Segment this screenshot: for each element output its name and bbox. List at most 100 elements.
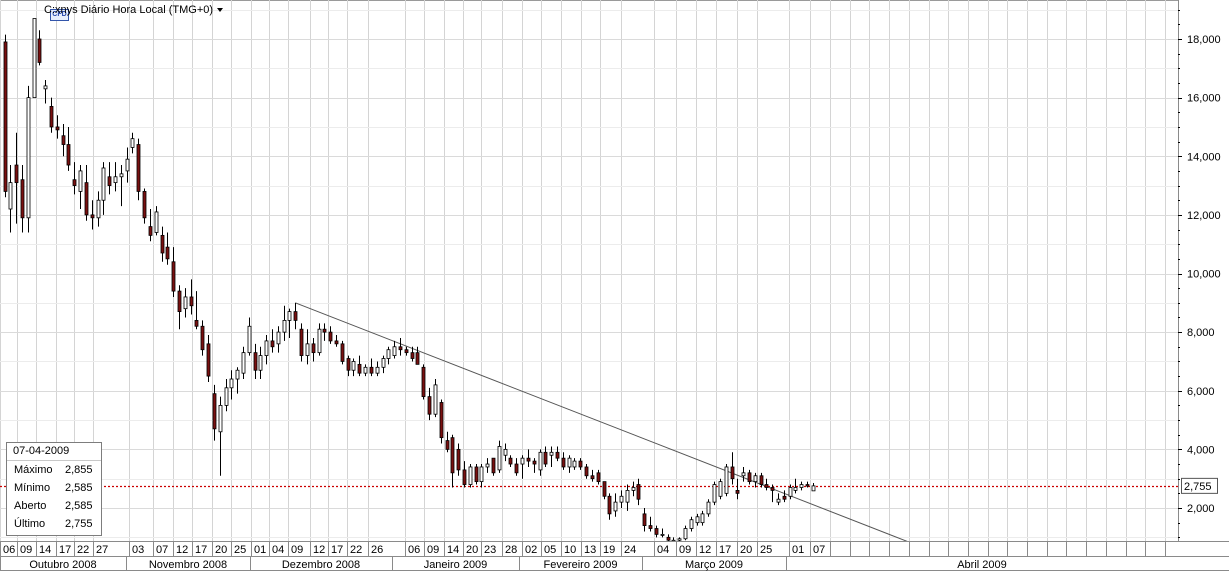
candle[interactable] <box>107 162 112 195</box>
candle[interactable] <box>538 449 543 476</box>
candle[interactable] <box>764 478 769 491</box>
candle[interactable] <box>125 147 130 183</box>
candle[interactable] <box>357 355 362 377</box>
candle[interactable] <box>32 18 37 99</box>
candle[interactable] <box>666 534 671 542</box>
candle[interactable] <box>189 279 194 315</box>
candle[interactable] <box>631 481 636 497</box>
candle[interactable] <box>695 513 700 526</box>
candle[interactable] <box>311 337 316 362</box>
candle[interactable] <box>718 478 723 500</box>
candle[interactable] <box>218 396 223 476</box>
candle[interactable] <box>404 346 409 356</box>
candle[interactable] <box>130 132 135 154</box>
candle[interactable] <box>101 162 106 215</box>
candle[interactable] <box>43 80 48 104</box>
candle[interactable] <box>177 285 182 330</box>
candle[interactable] <box>160 226 165 262</box>
candle[interactable] <box>235 367 240 394</box>
candle[interactable] <box>66 126 71 171</box>
candle[interactable] <box>735 478 740 500</box>
candle[interactable] <box>84 165 89 221</box>
date-axis[interactable]: 06 09 14 17 22 27 03 07 12 17 20 25 01 04 09 12 17 22 26 06… <box>0 541 1229 571</box>
candle[interactable] <box>61 124 66 157</box>
candle[interactable] <box>805 481 810 488</box>
candle[interactable] <box>648 516 653 532</box>
candle[interactable] <box>788 484 793 500</box>
candle[interactable] <box>700 510 705 526</box>
candle[interactable] <box>433 379 438 418</box>
candle[interactable] <box>386 346 391 365</box>
candle[interactable] <box>654 525 659 538</box>
candle[interactable] <box>479 464 484 488</box>
candle[interactable] <box>253 343 258 380</box>
candle[interactable] <box>468 464 473 488</box>
candle[interactable] <box>741 466 746 482</box>
candle[interactable] <box>619 490 624 508</box>
candle[interactable] <box>445 431 450 453</box>
candle[interactable] <box>508 455 513 467</box>
candle[interactable] <box>194 291 199 330</box>
candle[interactable] <box>590 469 595 482</box>
candle[interactable] <box>305 329 310 365</box>
candle[interactable] <box>793 478 798 494</box>
candle[interactable] <box>3 34 8 198</box>
candle[interactable] <box>421 364 426 400</box>
candle[interactable] <box>532 458 537 473</box>
candle[interactable] <box>642 508 647 532</box>
candle[interactable] <box>543 446 548 467</box>
candle[interactable] <box>503 443 508 462</box>
candle[interactable] <box>602 481 607 500</box>
candle[interactable] <box>96 191 101 227</box>
candle[interactable] <box>322 323 327 341</box>
candle[interactable] <box>247 317 252 356</box>
candle[interactable] <box>561 452 566 470</box>
candle[interactable] <box>37 30 42 66</box>
candle[interactable] <box>212 384 217 441</box>
chevron-down-icon[interactable] <box>217 8 223 12</box>
candle[interactable] <box>491 457 496 476</box>
candle[interactable] <box>20 165 25 233</box>
candle[interactable] <box>724 464 729 497</box>
candle[interactable] <box>799 481 804 491</box>
candle[interactable] <box>578 458 583 470</box>
candle[interactable] <box>514 458 519 476</box>
candle[interactable] <box>485 458 490 473</box>
candle[interactable] <box>427 387 432 421</box>
candle[interactable] <box>165 232 170 265</box>
candle[interactable] <box>555 446 560 462</box>
candle[interactable] <box>241 346 246 380</box>
candle[interactable] <box>340 340 345 365</box>
candle[interactable] <box>497 440 502 473</box>
candle[interactable] <box>171 247 176 297</box>
candle[interactable] <box>759 472 764 488</box>
candle[interactable] <box>636 478 641 506</box>
candle[interactable] <box>549 446 554 467</box>
candle[interactable] <box>613 493 618 517</box>
candle[interactable] <box>287 308 292 338</box>
candle[interactable] <box>439 399 444 444</box>
candle[interactable] <box>811 482 816 492</box>
candle[interactable] <box>753 472 758 488</box>
candle[interactable] <box>293 302 298 330</box>
candle[interactable] <box>683 525 688 541</box>
candle[interactable] <box>351 358 356 377</box>
candle[interactable] <box>334 335 339 347</box>
candle[interactable] <box>730 452 735 485</box>
candle[interactable] <box>299 323 304 362</box>
candle[interactable] <box>392 340 397 359</box>
candle[interactable] <box>346 355 351 377</box>
candle[interactable] <box>328 326 333 344</box>
candle[interactable] <box>474 464 479 485</box>
candle[interactable] <box>258 346 263 380</box>
candle[interactable] <box>206 335 211 382</box>
candle[interactable] <box>572 458 577 470</box>
candle[interactable] <box>526 449 531 467</box>
candle[interactable] <box>747 469 752 485</box>
candle[interactable] <box>462 461 467 488</box>
candle[interactable] <box>183 288 188 318</box>
candle[interactable] <box>276 326 281 353</box>
candle[interactable] <box>49 97 54 133</box>
candle[interactable] <box>363 364 368 377</box>
